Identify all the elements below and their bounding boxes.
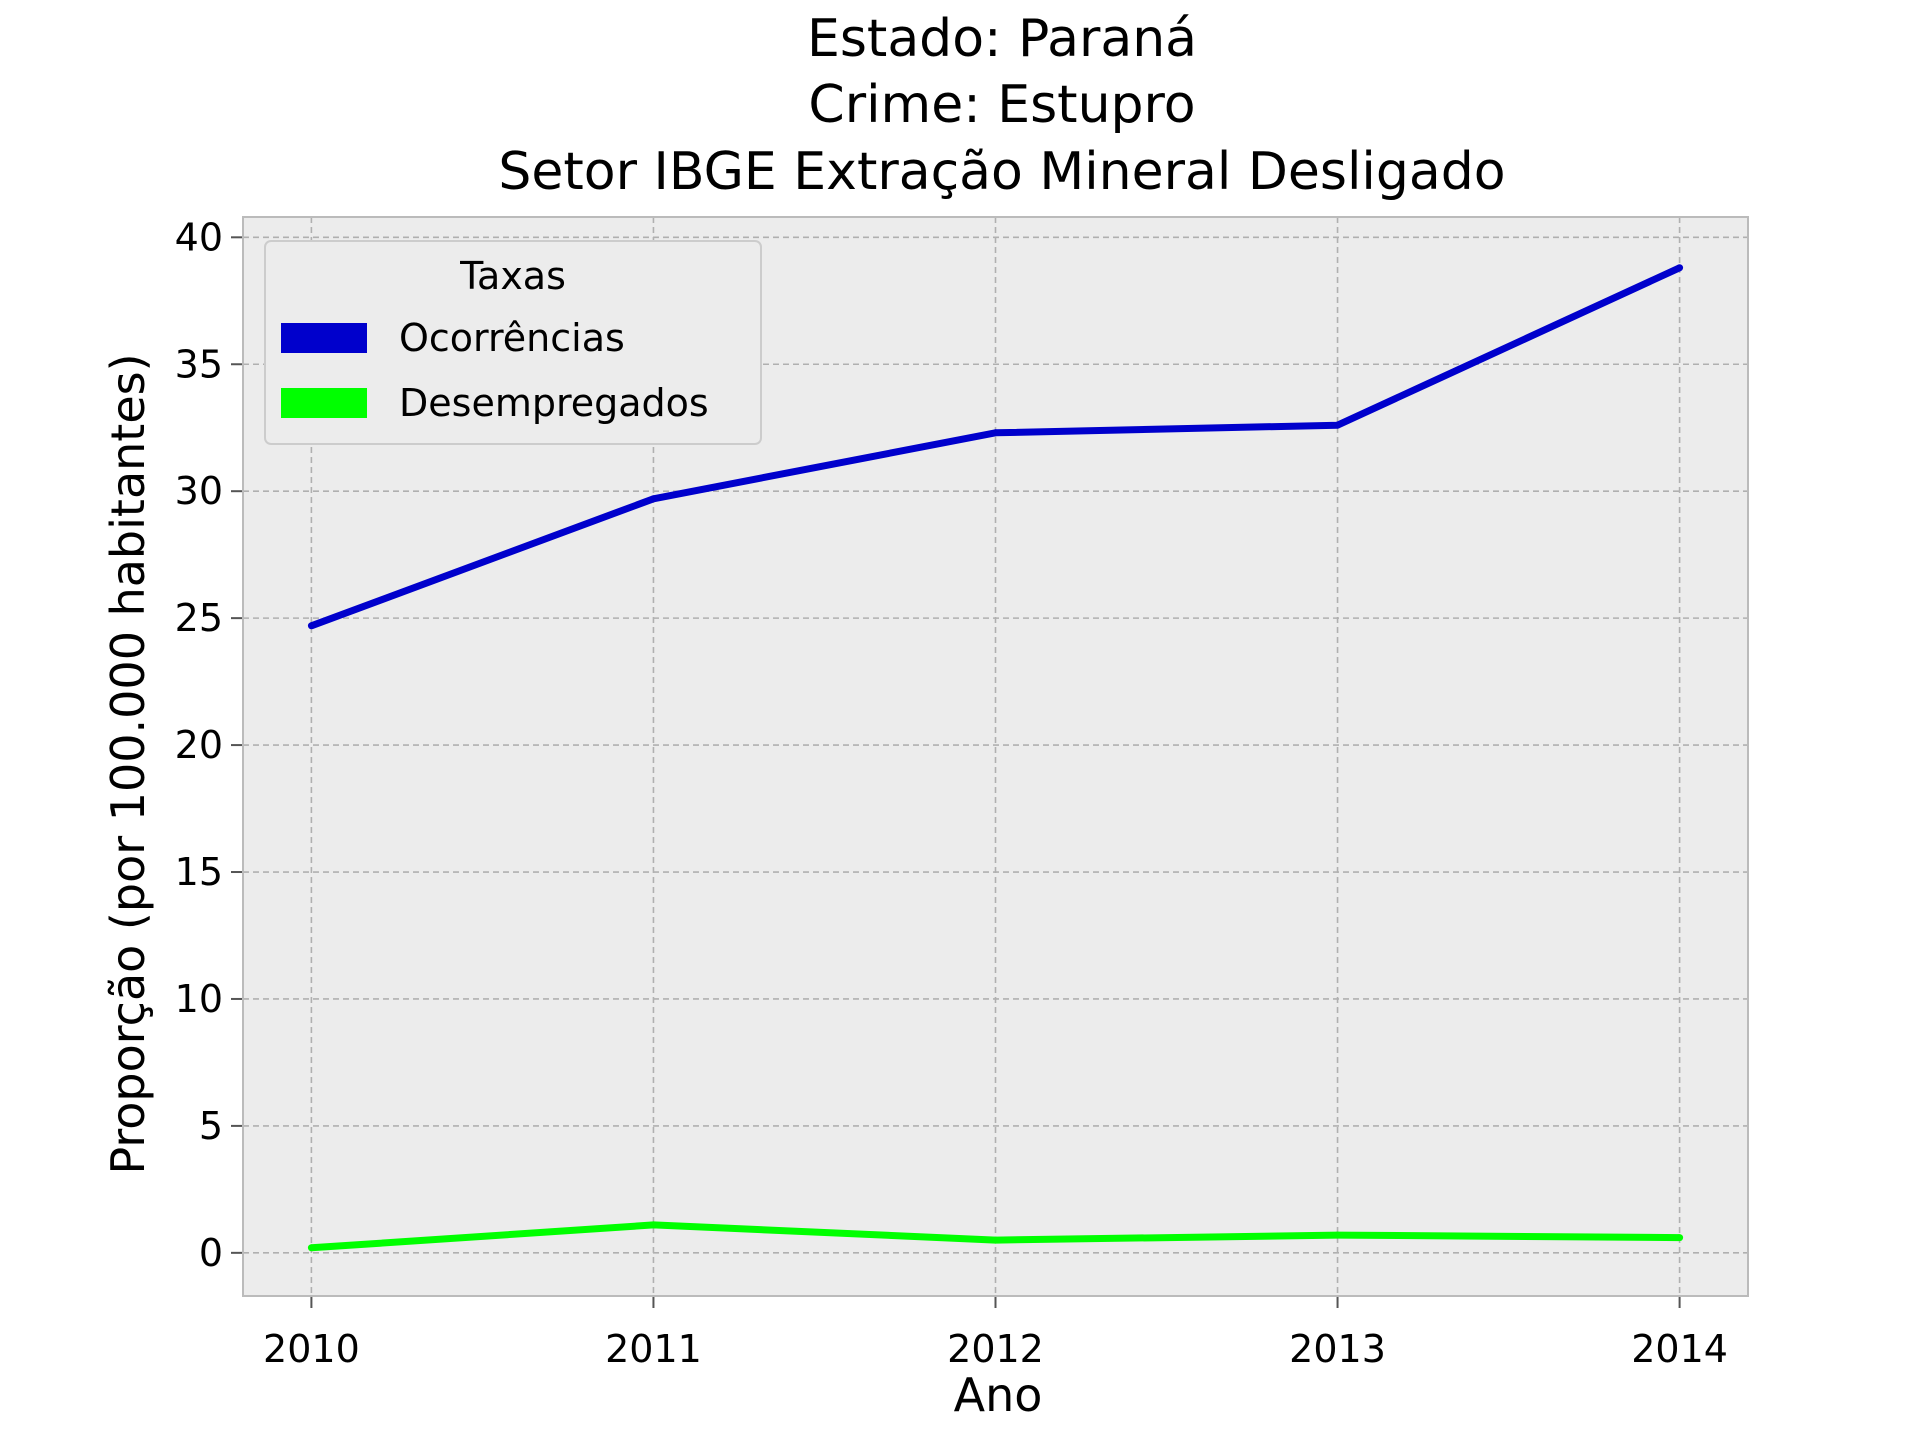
x-tick-label: 2012 xyxy=(947,1327,1044,1371)
legend: Taxas Ocorrências Desempregados xyxy=(264,240,762,445)
y-tick-label: 30 xyxy=(175,469,223,513)
x-tick-label: 2011 xyxy=(605,1327,702,1371)
data-point xyxy=(649,495,657,503)
data-point xyxy=(1676,264,1684,272)
chart-title-line-3: Setor IBGE Extração Mineral Desligado xyxy=(498,142,1505,202)
data-point xyxy=(307,622,315,630)
x-tick-label: 2014 xyxy=(1631,1327,1728,1371)
x-tick-label: 2010 xyxy=(263,1327,360,1371)
y-tick-label: 20 xyxy=(175,723,223,767)
legend-swatch-desempregados xyxy=(281,388,367,418)
data-point xyxy=(649,1221,657,1229)
axis-ticks: 2010 2011 2012 2013 2014 0 5 10 15 20 25 30 35 40 xyxy=(175,215,1728,1371)
y-tick-label: 10 xyxy=(175,977,223,1021)
legend-swatch-ocorrencias xyxy=(281,323,367,353)
data-point xyxy=(1334,421,1342,429)
chart-title-line-2: Crime: Estupro xyxy=(808,75,1195,135)
y-tick-label: 15 xyxy=(175,850,223,894)
x-tick-label: 2013 xyxy=(1289,1327,1386,1371)
legend-label-desempregados: Desempregados xyxy=(399,381,709,425)
y-axis-label: Proporção (por 100.000 habitantes) xyxy=(101,353,155,1174)
legend-label-ocorrencias: Ocorrências xyxy=(399,316,625,360)
data-point xyxy=(1334,1231,1342,1239)
chart-title-line-1: Estado: Paraná xyxy=(807,9,1197,69)
y-tick-label: 0 xyxy=(199,1231,223,1275)
data-point xyxy=(992,429,999,437)
legend-title: Taxas xyxy=(459,254,566,298)
y-tick-label: 35 xyxy=(175,342,223,386)
y-tick-label: 25 xyxy=(175,596,223,640)
data-point xyxy=(992,1236,999,1244)
data-point xyxy=(307,1244,315,1252)
y-tick-label: 5 xyxy=(199,1104,223,1148)
y-tick-label: 40 xyxy=(175,215,223,259)
plot-frame xyxy=(242,216,1749,1297)
legend-box xyxy=(264,240,762,445)
data-point xyxy=(1676,1234,1684,1242)
series-lines xyxy=(307,264,1684,1252)
x-axis-label: Ano xyxy=(954,1368,1043,1422)
